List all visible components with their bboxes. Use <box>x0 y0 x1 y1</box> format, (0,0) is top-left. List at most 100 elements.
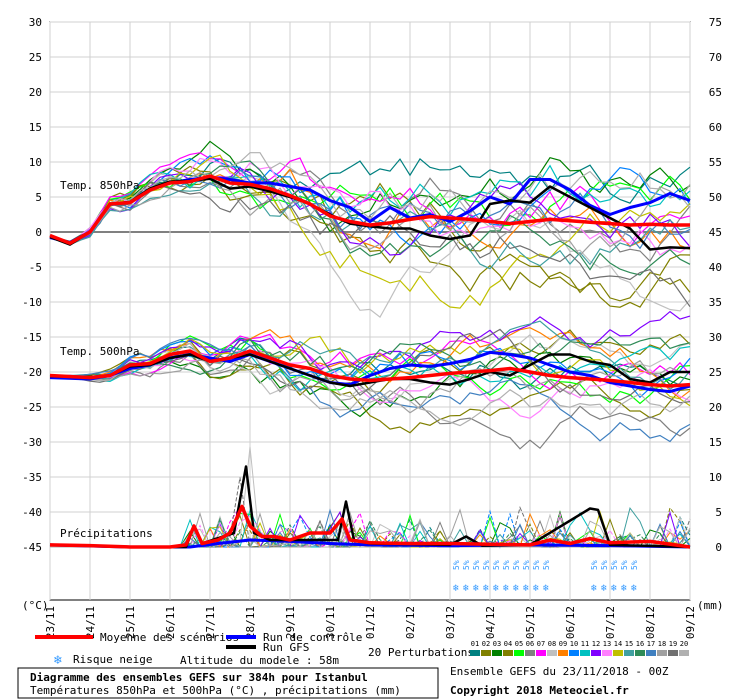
perturbation-legend: 01 02 03 04 05 06 07 08 09 10 11 12 13 14 15 16 17 18 19 20 <box>470 640 689 656</box>
x-tick-label: 26/11 <box>164 606 177 639</box>
left-tick-label: -35 <box>22 471 42 484</box>
right-tick-label: 5 <box>715 506 722 519</box>
perturbation-id: 11 <box>581 640 589 648</box>
snowflake-icon: ❄ <box>523 583 530 594</box>
snowflake-icon: ❄ <box>621 583 628 594</box>
right-tick-label: 55 <box>709 156 722 169</box>
perturbation-line-850 <box>49 152 691 244</box>
snowflake-icon: ❄ <box>503 583 510 594</box>
right-tick-label: 25 <box>709 366 722 379</box>
series-moyenne-des-sc-narios-850 <box>49 174 690 245</box>
perturbation-id: 08 <box>548 640 556 648</box>
right-tick-label: 15 <box>709 436 722 449</box>
snowflake-icon: ❄ <box>591 583 598 594</box>
snow-risk-percent: 5% <box>462 560 471 570</box>
left-tick-label: 20 <box>29 86 42 99</box>
right-tick-label: 10 <box>709 471 722 484</box>
perturbation-line-850 <box>49 152 691 248</box>
perturbation-id: 10 <box>570 640 578 648</box>
perturbation-swatch <box>481 650 491 656</box>
perturbation-id: 15 <box>625 640 633 648</box>
perturbation-id: 14 <box>614 640 622 648</box>
legend-snow-label: Risque neige <box>73 653 152 666</box>
snowflake-icon: ❄ <box>453 583 460 594</box>
panel-label-precip: Précipitations <box>60 527 153 540</box>
left-tick-label: 10 <box>29 156 42 169</box>
snow-risk-percent: 5% <box>620 560 629 570</box>
perturbation-id: 03 <box>493 640 501 648</box>
perturbation-swatch <box>547 650 557 656</box>
right-tick-label: 70 <box>709 51 722 64</box>
right-tick-label: 0 <box>715 541 722 554</box>
right-tick-label: 65 <box>709 86 722 99</box>
perturbation-id: 20 <box>680 640 688 648</box>
perturbation-id: 06 <box>526 640 534 648</box>
snowflake-icon: ❄ <box>483 583 490 594</box>
right-axis-unit: (mm) <box>697 599 724 612</box>
perturbation-line-500 <box>49 335 691 405</box>
snowflake-icon: ❄ <box>513 583 520 594</box>
perturbation-id: 13 <box>603 640 611 648</box>
right-tick-label: 20 <box>709 401 722 414</box>
snow-risk-percent: 5% <box>610 560 619 570</box>
left-tick-label: -15 <box>22 331 42 344</box>
perturbation-line-850 <box>49 160 691 276</box>
perturbation-swatch <box>558 650 568 656</box>
legend-mean-label: Moyenne des scénarios <box>100 631 239 644</box>
snow-risk-percent: 5% <box>472 560 481 570</box>
panel-label-t500: Temp. 500hPa <box>60 345 139 358</box>
perturbation-id: 07 <box>537 640 545 648</box>
legend-gfs-label: Run GFS <box>263 641 309 654</box>
perturbation-swatch <box>470 650 480 656</box>
x-tick-label: 07/12 <box>604 606 617 639</box>
x-tick-label: 08/12 <box>644 606 657 639</box>
perturbation-swatch <box>668 650 678 656</box>
right-tick-label: 75 <box>709 16 722 29</box>
right-tick-label: 35 <box>709 296 722 309</box>
perturbation-swatch <box>635 650 645 656</box>
snow-risk-percent: 5% <box>630 560 639 570</box>
left-tick-label: -5 <box>29 261 42 274</box>
left-axis-unit: (°C) <box>22 599 49 612</box>
perturbation-id: 02 <box>482 640 490 648</box>
left-tick-label: -10 <box>22 296 42 309</box>
perturbation-line-850 <box>49 154 691 309</box>
perturbations-label: 20 Perturbations <box>368 646 474 659</box>
perturbation-swatch <box>536 650 546 656</box>
right-tick-label: 60 <box>709 121 722 134</box>
series-moyenne-des-sc-narios-precip <box>49 504 691 549</box>
snowflake-icon: ❄ <box>601 583 608 594</box>
snow-risk-percent: 5% <box>532 560 541 570</box>
x-tick-label: 01/12 <box>364 606 377 639</box>
perturbation-swatch <box>503 650 513 656</box>
title-box <box>17 667 439 699</box>
perturbation-swatch <box>580 650 590 656</box>
perturbation-line-850 <box>49 167 691 256</box>
left-tick-label: -30 <box>22 436 42 449</box>
left-tick-label: 15 <box>29 121 42 134</box>
perturbation-line-850 <box>49 171 691 257</box>
perturbation-id: 19 <box>669 640 677 648</box>
series-moyenne-des-sc-narios-500 <box>49 349 691 388</box>
snowflake-icon: ❄ <box>463 583 470 594</box>
left-tick-label: -40 <box>22 506 42 519</box>
altitude-label: Altitude du modele : 58m <box>180 654 339 667</box>
panel-label-t850: Temp. 850hPa <box>60 179 139 192</box>
copyright: Copyright 2018 Meteociel.fr <box>450 684 629 697</box>
snow-risk-percent: 5% <box>600 560 609 570</box>
snow-risk-percent: 5% <box>492 560 501 570</box>
perturbation-line-850 <box>49 157 691 256</box>
snow-risk-percent: 5% <box>542 560 551 570</box>
perturbation-id: 17 <box>647 640 655 648</box>
chart-subtitle: Températures 850hPa et 500hPa (°C) , pré… <box>30 684 401 697</box>
perturbation-swatch <box>525 650 535 656</box>
x-tick-label: 03/12 <box>444 606 457 639</box>
snowflake-icon: ❄ <box>533 583 540 594</box>
snow-risk-percent: 5% <box>502 560 511 570</box>
snowflake-icon: ❄ <box>543 583 550 594</box>
x-tick-label: 02/12 <box>404 606 417 639</box>
x-tick-label: 29/11 <box>284 606 297 639</box>
left-tick-label: -25 <box>22 401 42 414</box>
